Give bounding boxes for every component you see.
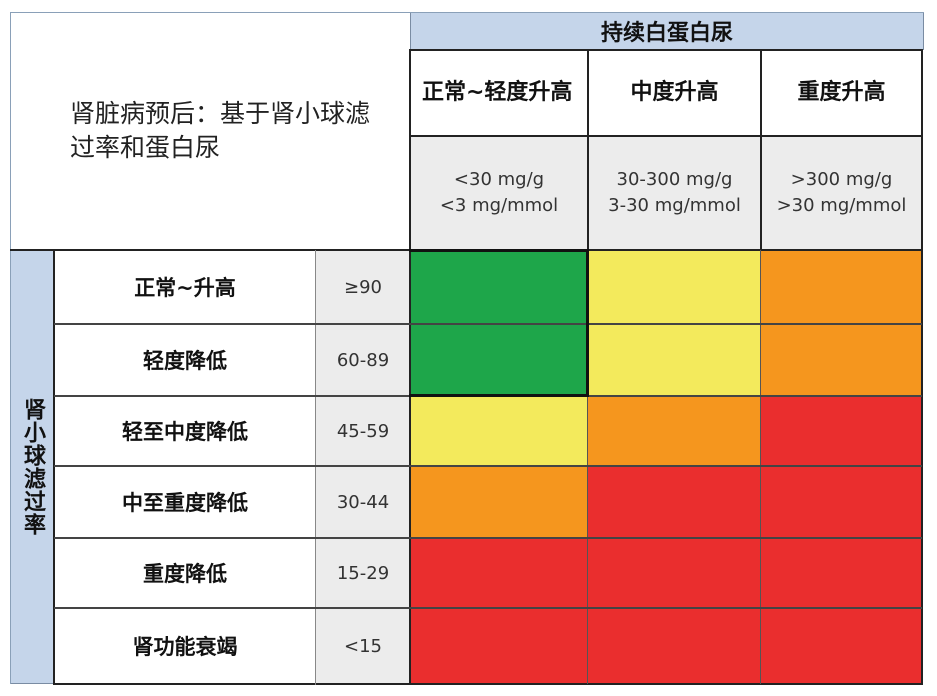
row-stage-label: 重度降低 — [54, 538, 316, 608]
grid-line — [54, 607, 922, 609]
frame-line — [10, 12, 11, 684]
heatmap-cell — [761, 250, 922, 324]
column-unit-label: 30-300 mg/g 3-30 mg/mmol — [588, 136, 761, 250]
heatmap-cell — [761, 324, 922, 396]
row-gfr-range-label: 45-59 — [316, 396, 410, 466]
grid-border — [409, 135, 923, 137]
heatmap-cell — [588, 608, 761, 684]
row-stage-label: 轻度降低 — [54, 324, 316, 396]
grid-border — [921, 50, 923, 685]
heatmap-cell — [410, 250, 588, 324]
heatmap-cell — [588, 396, 761, 466]
row-gfr-range-label: ≥90 — [316, 250, 410, 324]
row-stage-label: 肾功能衰竭 — [54, 608, 316, 684]
frame-line — [10, 12, 924, 13]
grid-border — [315, 250, 316, 685]
grid-border — [409, 49, 923, 51]
heatmap-cell — [588, 466, 761, 538]
heatmap-cell — [410, 396, 588, 466]
heatmap-cell — [588, 324, 761, 396]
heatmap-cell — [761, 396, 922, 466]
grid-line — [54, 323, 922, 325]
chart-title: 肾脏病预后：基于肾小球滤 过率和蛋白尿 — [70, 99, 371, 162]
gfr-band-label: 肾小球滤过率 — [10, 250, 54, 684]
row-gfr-range-label: 15-29 — [316, 538, 410, 608]
grid-line — [54, 465, 922, 467]
row-gfr-range-label: 30-44 — [316, 466, 410, 538]
column-header-label: 重度升高 — [761, 50, 922, 136]
grid-border — [53, 683, 923, 685]
heatmap-cell — [410, 538, 588, 608]
row-gfr-range-label: <15 — [316, 608, 410, 684]
grid-line — [587, 250, 588, 684]
row-stage-label: 正常~升高 — [54, 250, 316, 324]
grid-border — [587, 50, 589, 250]
heatmap-cell — [588, 538, 761, 608]
grid-border — [53, 250, 55, 685]
green-block-border — [409, 249, 589, 252]
heatmap-cell — [410, 324, 588, 396]
column-unit-label: <30 mg/g <3 mg/mmol — [410, 136, 588, 250]
grid-border — [409, 50, 411, 685]
heatmap-cell — [761, 608, 922, 684]
row-stage-label: 轻至中度降低 — [54, 396, 316, 466]
grid-line — [54, 537, 922, 539]
green-block-border — [586, 249, 589, 396]
row-gfr-range-label: 60-89 — [316, 324, 410, 396]
green-block-border — [409, 394, 589, 397]
grid-line — [760, 250, 761, 684]
heatmap-cell — [410, 608, 588, 684]
albuminuria-band-label: 持续白蛋白尿 — [410, 12, 924, 50]
column-unit-label: >300 mg/g >30 mg/mmol — [761, 136, 922, 250]
heatmap-cell — [761, 538, 922, 608]
heatmap-cell — [761, 466, 922, 538]
grid-border — [760, 50, 762, 250]
row-stage-label: 中至重度降低 — [54, 466, 316, 538]
column-header-label: 正常~轻度升高 — [410, 50, 588, 136]
heatmap-cell — [410, 466, 588, 538]
column-header-label: 中度升高 — [588, 50, 761, 136]
heatmap-cell — [588, 250, 761, 324]
